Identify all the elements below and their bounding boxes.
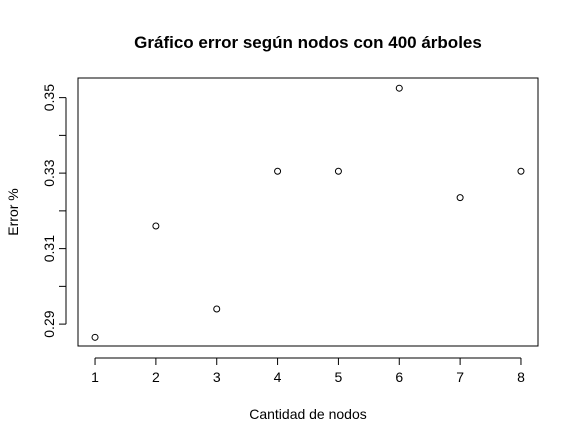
data-points — [91, 84, 525, 341]
chart-title: Gráfico error según nodos con 400 árbole… — [134, 33, 482, 52]
data-point — [334, 167, 342, 175]
y-tick-label: 0.29 — [41, 310, 57, 337]
x-tick-label: 5 — [335, 369, 343, 385]
x-axis: 1 2 3 4 5 6 7 8 — [91, 357, 525, 385]
x-tick-label: 1 — [91, 369, 99, 385]
x-tick-label: 4 — [274, 369, 282, 385]
x-tick-label: 8 — [517, 369, 525, 385]
data-point — [91, 333, 99, 341]
y-tick-label: 0.33 — [41, 159, 57, 186]
x-tick-label: 6 — [395, 369, 403, 385]
data-point — [517, 167, 525, 175]
data-point — [395, 84, 403, 92]
plot-frame — [77, 77, 539, 347]
x-tick-label: 7 — [456, 369, 464, 385]
x-tick-label: 2 — [152, 369, 160, 385]
y-axis: 0.29 0.31 0.33 0.35 — [41, 84, 67, 338]
data-point — [152, 222, 160, 230]
x-axis-label: Cantidad de nodos — [249, 406, 367, 422]
y-axis-label: Error % — [5, 188, 21, 235]
y-tick-label: 0.31 — [41, 235, 57, 262]
data-point — [213, 305, 221, 313]
data-point — [456, 194, 464, 202]
y-tick-label: 0.35 — [41, 84, 57, 111]
x-tick-label: 3 — [213, 369, 221, 385]
data-point — [274, 167, 282, 175]
